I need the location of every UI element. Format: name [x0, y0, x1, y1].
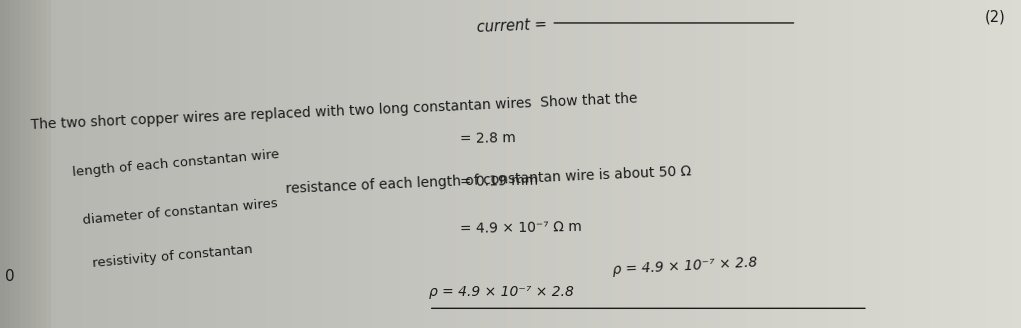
Text: ρ = 4.9 × 10⁻⁷ × 2.8: ρ = 4.9 × 10⁻⁷ × 2.8: [613, 256, 758, 277]
Text: diameter of constantan wires: diameter of constantan wires: [82, 197, 278, 227]
Text: = 0.19 mm: = 0.19 mm: [459, 174, 538, 189]
Text: resistivity of constantan: resistivity of constantan: [92, 243, 253, 270]
Text: ρ = 4.9 × 10⁻⁷ × 2.8: ρ = 4.9 × 10⁻⁷ × 2.8: [429, 285, 574, 299]
Text: length of each constantan wire: length of each constantan wire: [71, 148, 280, 179]
Text: = 2.8 m: = 2.8 m: [459, 131, 516, 146]
Text: (2): (2): [985, 10, 1006, 25]
Text: resistance of each length of constantan wire is about 50 Ω: resistance of each length of constantan …: [286, 164, 692, 196]
Text: current =: current =: [476, 16, 551, 35]
Text: = 4.9 × 10⁻⁷ Ω m: = 4.9 × 10⁻⁷ Ω m: [459, 220, 582, 236]
Text: The two short copper wires are replaced with two long constantan wires  Show tha: The two short copper wires are replaced …: [31, 92, 638, 132]
Text: 0: 0: [5, 269, 14, 284]
